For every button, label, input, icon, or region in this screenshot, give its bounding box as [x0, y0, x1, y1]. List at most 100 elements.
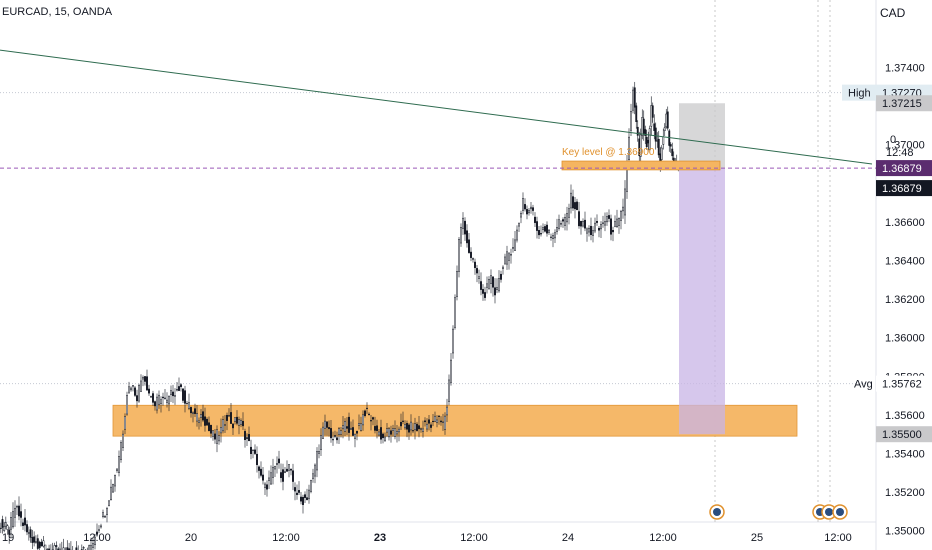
candle-body [3, 526, 6, 531]
candle-body [234, 417, 236, 422]
candle-body [296, 492, 298, 495]
candle-body [404, 424, 406, 429]
candle-body [272, 466, 274, 478]
candle-body [669, 144, 672, 147]
candle-body [653, 123, 656, 131]
candle-body [192, 412, 194, 415]
candle-body [316, 451, 318, 471]
candle-body [340, 430, 342, 435]
candle-body [144, 376, 146, 382]
candle-body [474, 261, 476, 268]
candle-body [90, 545, 92, 550]
candle-body [639, 134, 642, 157]
candle-body [318, 451, 320, 454]
candle-body [464, 220, 466, 235]
candle-body [92, 543, 94, 548]
candle-body [622, 206, 624, 212]
x-tick-label-1: 12:00 [83, 532, 111, 544]
candle-body [206, 418, 208, 426]
candle-body [180, 384, 182, 387]
y-tick-label-3: 1.36400 [885, 256, 925, 268]
candle-body [236, 416, 238, 424]
candle-body [650, 105, 653, 127]
candle-body [248, 434, 250, 442]
price-tags: 1.37270High1.372151.368791.368791.355001… [842, 84, 932, 443]
candle-body [588, 227, 590, 233]
candle-body [526, 209, 528, 215]
candle-body [608, 215, 610, 219]
candle-body [568, 208, 570, 218]
event-clock-icon[interactable] [821, 504, 837, 520]
candle-body [672, 157, 675, 162]
candle-body [190, 407, 192, 414]
candle-body [498, 278, 500, 292]
candle-body [436, 419, 438, 423]
candle-body [663, 127, 666, 131]
event-clock-icon[interactable] [709, 504, 725, 520]
candle-body [224, 424, 226, 426]
candle-body [140, 380, 142, 392]
candle-body [338, 428, 340, 435]
x-tick-label-8: 25 [751, 532, 763, 544]
candle-body [348, 416, 350, 433]
candle-body [274, 466, 276, 470]
candle-body [216, 429, 218, 444]
candle-body [122, 433, 124, 448]
candles [0, 81, 680, 550]
high-label-bg [842, 84, 876, 101]
candle-body [600, 224, 602, 230]
candle-body [546, 224, 548, 234]
candle-body [448, 379, 450, 402]
candle-body [220, 427, 222, 434]
candle-body [208, 422, 210, 432]
candle-body [636, 126, 639, 136]
candle-body [516, 229, 518, 241]
annotations-over: Key level @ 1.36900 [0, 49, 876, 171]
candle-body [466, 230, 468, 244]
candle-body [384, 436, 386, 441]
candle-body [378, 431, 380, 436]
key-level-zone [561, 160, 721, 171]
candle-body [654, 127, 657, 142]
candle-body [212, 430, 214, 437]
candle-body [496, 287, 498, 290]
candle-body [586, 228, 588, 234]
candle-body [666, 111, 669, 129]
candle-body [368, 413, 370, 415]
candle-body [582, 220, 584, 227]
candle-body [324, 420, 326, 429]
candle-body [170, 390, 172, 395]
candle-body [633, 87, 636, 108]
candle-body [328, 427, 330, 430]
annotations-under [112, 103, 798, 437]
candle-body [10, 516, 12, 530]
stray-zero-label: 0 [890, 134, 896, 146]
candle-body [294, 487, 296, 492]
candle-body [4, 522, 7, 527]
candle-body [362, 414, 364, 426]
candle-body [396, 430, 398, 435]
candle-body [260, 468, 262, 476]
candle-body [632, 89, 634, 111]
event-clock-icon[interactable] [832, 504, 848, 520]
candle-body [278, 458, 280, 464]
candle-body [442, 421, 444, 423]
candle-body [380, 427, 382, 440]
candle-body [33, 536, 36, 543]
candle-body [388, 428, 390, 438]
candle-body [198, 420, 200, 423]
candle-body [462, 217, 464, 229]
candle-body [642, 118, 645, 134]
candle-body [75, 547, 78, 550]
candle-body [334, 435, 336, 437]
candle-body [244, 431, 246, 441]
candle-body [210, 424, 212, 434]
candle-body [358, 423, 360, 426]
candle-body [504, 256, 506, 265]
candle-body [648, 128, 651, 151]
candle-body [657, 138, 660, 156]
candle-body [31, 537, 34, 543]
candle-body [34, 541, 37, 543]
candle-body [312, 473, 314, 479]
